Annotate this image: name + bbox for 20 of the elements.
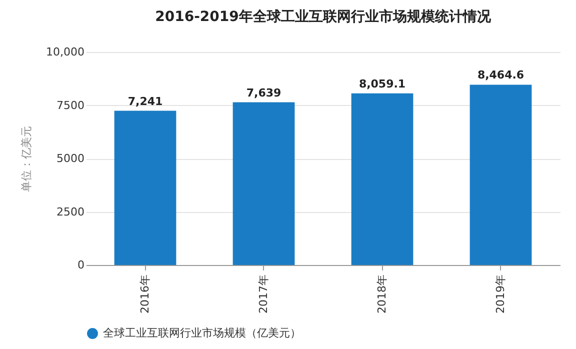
bar bbox=[470, 84, 532, 265]
y-tick-label: 7500 bbox=[56, 98, 84, 112]
y-tick-label: 10,000 bbox=[46, 46, 84, 58]
bar bbox=[351, 93, 414, 265]
x-tick-label: 2016年 bbox=[138, 274, 152, 314]
x-tick-label: 2017年 bbox=[256, 274, 270, 314]
data-label: 7,639 bbox=[246, 86, 282, 100]
chart-title: 2016-2019年全球工业互联网行业市场规模统计情况 bbox=[155, 8, 492, 25]
y-tick-label: 0 bbox=[78, 258, 84, 272]
y-tick-label: 2500 bbox=[56, 205, 84, 218]
x-tick-label: 2018年 bbox=[375, 274, 388, 314]
y-tick-label: 5000 bbox=[56, 152, 84, 165]
data-label: 8,059.1 bbox=[358, 77, 406, 90]
x-tick-label: 2019年 bbox=[494, 274, 507, 314]
y-axis-title: 单位：亿美元 bbox=[20, 126, 34, 192]
bar bbox=[114, 110, 176, 265]
data-label: 7,241 bbox=[128, 94, 163, 108]
data-label: 8,464.6 bbox=[477, 68, 524, 82]
legend-label: 全球工业互联网行业市场规模（亿美元） bbox=[103, 326, 301, 340]
bar bbox=[232, 102, 295, 265]
